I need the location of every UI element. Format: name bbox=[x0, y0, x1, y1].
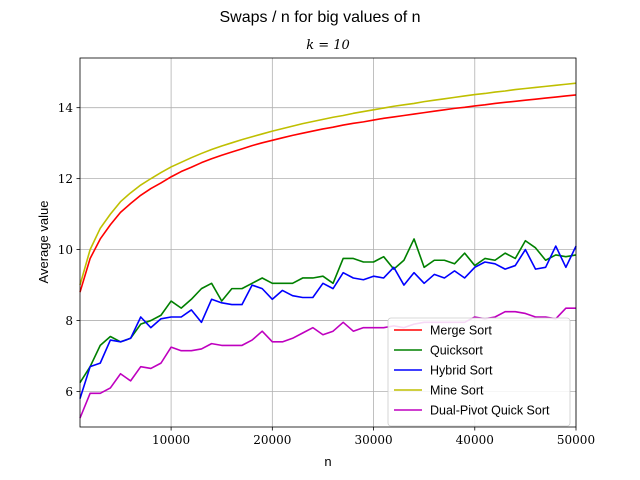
y-tick-label: 6 bbox=[65, 385, 73, 399]
x-tick-label: 50000 bbox=[557, 433, 595, 447]
series-line-merge-sort bbox=[79, 94, 577, 293]
legend-label-merge-sort: Merge Sort bbox=[430, 324, 492, 338]
series-line-quicksort bbox=[79, 238, 577, 384]
legend-label-quicksort: Quicksort bbox=[430, 344, 483, 358]
y-axis-ticks: 6 8 10 12 14 bbox=[58, 101, 80, 399]
legend-box bbox=[387, 317, 571, 427]
chart-subtitle: k = 10 bbox=[306, 38, 350, 53]
x-tick-label: 10000 bbox=[152, 433, 190, 447]
series-lines bbox=[79, 82, 577, 419]
legend-label-mine-sort: Mine Sort bbox=[430, 384, 484, 398]
legend-label-dual-pivot-quick-sort: Dual-Pivot Quick Sort bbox=[430, 404, 550, 418]
legend-label-hybrid-sort: Hybrid Sort bbox=[430, 364, 493, 378]
plot-area-frame bbox=[79, 57, 577, 428]
x-tick-label: 30000 bbox=[354, 433, 392, 447]
y-tick-label: 8 bbox=[65, 314, 73, 328]
x-axis-label: n bbox=[324, 454, 331, 469]
series-line-dual-pivot-quick-sort bbox=[79, 307, 576, 419]
series-line-hybrid-sort bbox=[79, 245, 577, 399]
y-tick-label: 12 bbox=[58, 172, 73, 186]
legend: Merge Sort Quicksort Hybrid Sort Mine Sort D… bbox=[387, 317, 571, 427]
chart-suptitle: Swaps / n for big values of n bbox=[220, 9, 421, 26]
x-tick-label: 40000 bbox=[456, 433, 494, 447]
x-axis-ticks: 10000 20000 30000 40000 50000 bbox=[152, 427, 595, 447]
x-tick-label: 20000 bbox=[253, 433, 291, 447]
series-line-mine-sort bbox=[79, 82, 577, 286]
y-tick-label: 10 bbox=[58, 243, 73, 257]
y-axis-label: Average value bbox=[36, 201, 51, 284]
y-tick-label: 14 bbox=[58, 101, 74, 115]
